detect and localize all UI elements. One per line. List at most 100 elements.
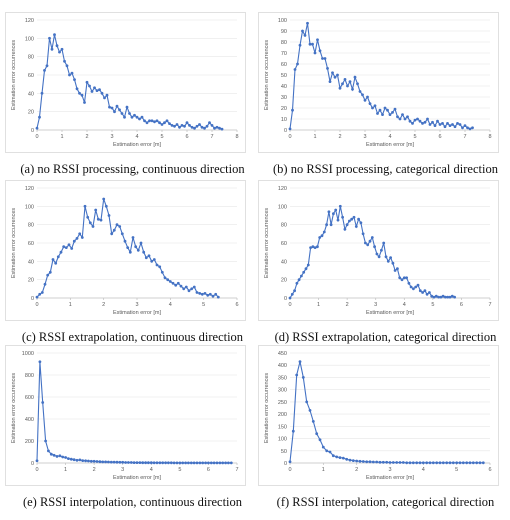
data-point [416,117,419,121]
caption-f: (f) RSSI interpolation, categorical dire… [276,495,495,509]
data-point [193,126,196,130]
y-axis-label: Estimation error occurrences [264,373,270,444]
data-point [416,283,420,287]
data-point [187,461,190,465]
data-point [72,458,76,462]
y-axis-label: Estimation error occurrences [11,208,17,279]
data-point [378,460,382,464]
data-point [451,461,455,465]
data-point [358,459,362,463]
data-point [40,291,44,294]
data-point [155,263,159,267]
x-tick-label: 2 [338,134,341,140]
data-point [328,80,332,83]
data-point [301,29,304,33]
caption-e: (e) RSSI interpolation, continuous direc… [22,495,243,509]
data-point [38,360,42,364]
data-point [368,460,372,464]
data-point [60,47,64,51]
data-point [315,432,319,436]
data-point [55,44,59,48]
data-point [398,461,402,464]
data-point [107,460,110,464]
data-point [70,247,74,250]
data-point [401,113,404,116]
data-point [398,276,402,280]
data-point [434,294,438,298]
x-tick-label: 6 [235,302,238,308]
y-tick-label: 0 [31,296,34,302]
y-tick-label: 80 [281,40,287,46]
data-point [456,122,459,125]
data-point [113,110,116,114]
data-point [64,456,67,459]
data-point [403,117,407,121]
data-point [322,230,326,234]
data-point [391,261,395,265]
data-point [131,236,135,239]
data-point [168,280,172,283]
data-point [351,459,355,462]
data-point [388,461,392,464]
data-point [295,281,299,285]
y-tick-label: 250 [278,400,287,406]
data-point [350,217,354,221]
data-point [437,295,440,299]
x-tick-label: 0 [35,134,38,140]
data-point [176,281,180,285]
data-point [215,125,219,129]
data-point [370,236,374,239]
data-point [418,289,422,293]
data-point [55,455,59,458]
data-point [291,108,294,112]
data-point [56,255,60,259]
data-point [313,246,317,249]
data-point [135,115,139,119]
x-tick-label: 5 [178,467,181,473]
data-point [443,125,447,129]
data-point [458,123,462,126]
data-point [216,295,220,299]
data-point [341,215,344,219]
y-tick-label: 20 [281,278,287,284]
data-point [78,91,81,95]
y-tick-label: 20 [28,278,34,284]
data-point [421,291,424,294]
data-point [136,248,140,252]
data-point [304,267,308,271]
data-point [435,461,439,465]
y-tick-label: 90 [281,29,287,35]
data-point [325,449,329,453]
data-point [100,91,104,95]
data-point [104,204,108,208]
data-point [378,108,382,112]
chart-panel-d: 0 20 40 60 80 100 120 0 1 2 3 4 5 6 7 Estimation error … [258,180,508,348]
data-point [331,71,334,75]
data-point [170,124,174,127]
data-point [413,118,417,122]
data-point [90,90,94,93]
data-point [129,461,133,464]
data-point [155,461,159,465]
data-point [75,87,79,91]
y-tick-label: 40 [281,84,287,90]
data-point [441,294,445,298]
data-point [35,126,39,130]
y-tick-label: 200 [25,439,34,445]
x-tick-label: 5 [431,302,434,308]
data-point [321,445,325,449]
data-point [333,75,337,79]
data-point [195,461,199,465]
x-tick-label: 7 [463,134,466,140]
data-point [311,420,315,423]
x-tick-label: 6 [488,467,491,473]
data-point [293,68,297,71]
data-point [323,57,327,60]
data-point [118,108,121,112]
data-point [444,295,447,299]
data-point [161,461,165,465]
data-point [210,124,214,127]
data-point [391,111,394,114]
data-point [478,461,482,465]
data-point [180,124,184,127]
